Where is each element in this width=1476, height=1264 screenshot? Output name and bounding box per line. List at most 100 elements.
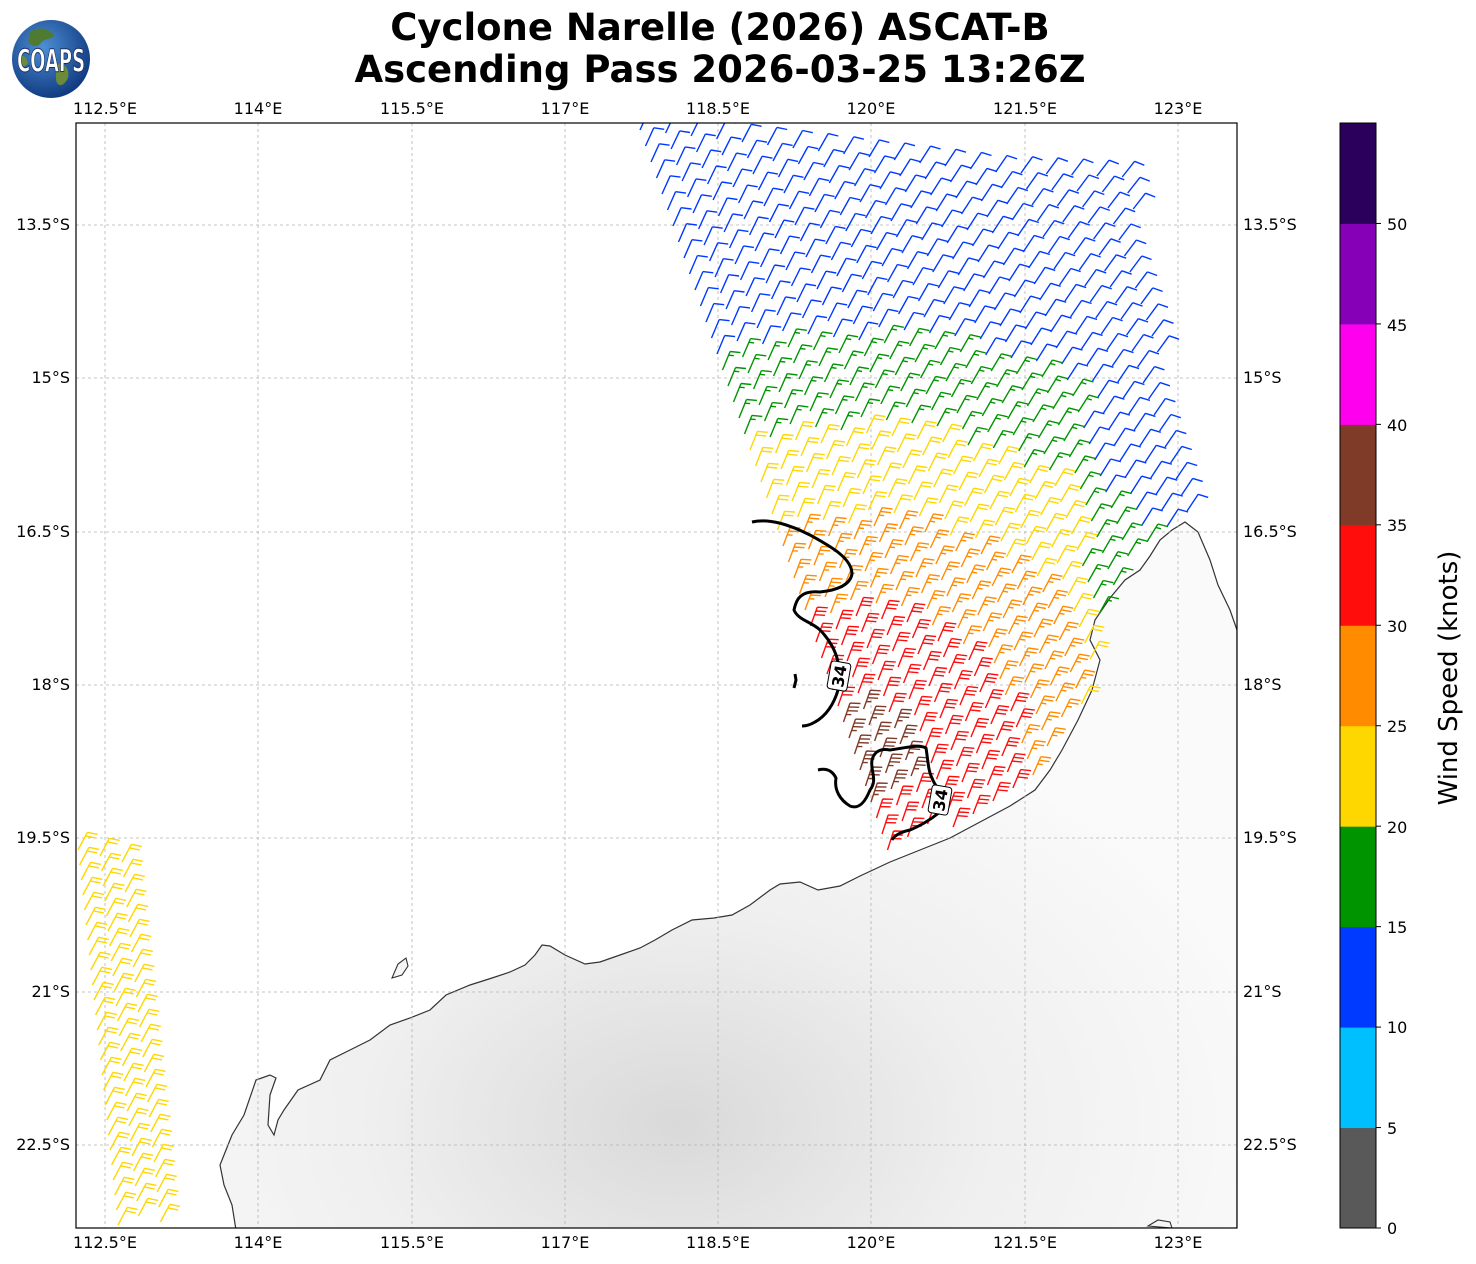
wind-barb (1016, 570, 1037, 590)
wind-barb (792, 344, 813, 364)
wind-barb (903, 311, 925, 331)
island (391, 957, 409, 979)
wind-barb (758, 385, 778, 406)
lon-tick-top: 112.5°E (73, 99, 137, 118)
wind-barb (783, 389, 804, 409)
wind-barb (767, 341, 787, 361)
wind-barb (873, 155, 896, 174)
wind-barb (878, 308, 899, 328)
wind-barb (862, 475, 882, 495)
wind-barb (933, 682, 953, 703)
wind-barb (692, 194, 712, 214)
wind-barb (1036, 557, 1058, 577)
wind-barb (884, 187, 906, 206)
wind-barb (716, 334, 736, 355)
wind-barb (790, 267, 811, 287)
wind-barb (813, 545, 832, 566)
wind-barb (985, 337, 1007, 356)
wind-barb (107, 1116, 129, 1136)
wind-barb (979, 321, 1001, 340)
wind-barb (862, 689, 881, 710)
wind-barb (1053, 605, 1074, 625)
wind-barb (1065, 499, 1087, 519)
wind-barb (746, 139, 768, 159)
wind-barb (913, 481, 933, 501)
wind-barb (699, 286, 719, 307)
wind-barb (115, 1191, 137, 1211)
wind-barb (915, 558, 935, 578)
wind-barb (664, 123, 672, 134)
wind-barb (892, 279, 914, 299)
wind-barb (158, 1188, 179, 1208)
wind-barb (1017, 218, 1040, 237)
wind-barb (1080, 685, 1101, 705)
lat-tick-left: 18°S (31, 675, 70, 694)
wind-barb (928, 314, 950, 334)
wind-barb (1046, 727, 1066, 747)
wind-barb (1069, 653, 1090, 673)
wind-barb (737, 184, 758, 204)
wind-barb (832, 318, 853, 338)
wind-barb (706, 165, 727, 185)
wind-barb (1120, 302, 1143, 320)
wind-barb (88, 936, 109, 956)
wind-barb (885, 401, 906, 421)
wind-barb (814, 193, 835, 213)
wind-barb (902, 449, 923, 469)
lon-tick-top: 121.5°E (993, 99, 1057, 118)
colorbar-band (1340, 524, 1376, 626)
colorbar-band (1340, 323, 1376, 425)
wind-barb (783, 174, 804, 194)
wind-barb (821, 286, 842, 306)
colorbar-tick-label: 40 (1387, 416, 1408, 435)
wind-barb (994, 506, 1016, 526)
wind-barb (950, 378, 972, 398)
wind-barb (694, 270, 714, 291)
wind-barb (815, 622, 834, 643)
wind-barb (809, 392, 829, 412)
wind-barb (905, 388, 926, 408)
wind-barb (1095, 300, 1118, 319)
wind-barb (970, 365, 992, 385)
wind-barb (763, 187, 784, 207)
wind-barb (852, 305, 873, 325)
wind-barb (895, 570, 915, 591)
lon-tick-bottom: 123°E (1153, 1233, 1203, 1252)
colorbar-band (1340, 424, 1376, 526)
wind-barb (1004, 324, 1027, 343)
wind-barb (1144, 444, 1167, 463)
wind-barb (143, 1053, 165, 1073)
wind-barb (1142, 365, 1165, 384)
wind-barb (893, 708, 913, 729)
wind-barb (991, 567, 1012, 587)
colorbar-band (1340, 1127, 1376, 1229)
wind-barb (861, 260, 883, 280)
lat-tick-left: 21°S (31, 982, 70, 1001)
wind-barb (827, 516, 847, 537)
wind-barb (96, 1011, 117, 1031)
wind-barb (935, 759, 955, 780)
wind-barb (1098, 238, 1121, 256)
wind-barb (672, 207, 692, 227)
wind-barb (1159, 413, 1182, 432)
wind-barb (710, 318, 730, 339)
wind-barb (1093, 222, 1116, 240)
wind-barb (814, 408, 835, 428)
graticule (76, 123, 1237, 1228)
wind-barb (932, 254, 954, 273)
wind-barb (80, 861, 101, 881)
wind-barb (887, 478, 908, 498)
lat-tick-right: 19.5°S (1243, 828, 1297, 847)
wind-barb (741, 337, 761, 358)
wind-barb (670, 130, 691, 150)
wind-barb (849, 366, 870, 386)
wind-barb (1050, 314, 1072, 333)
wind-barb (135, 978, 157, 998)
wind-barb (881, 247, 903, 267)
wind-barb (1002, 599, 1023, 619)
wind-barb (869, 353, 890, 373)
wind-barb (984, 689, 1004, 709)
wind-barb (122, 858, 144, 878)
wind-barb (788, 190, 810, 210)
wind-barb (701, 149, 722, 169)
